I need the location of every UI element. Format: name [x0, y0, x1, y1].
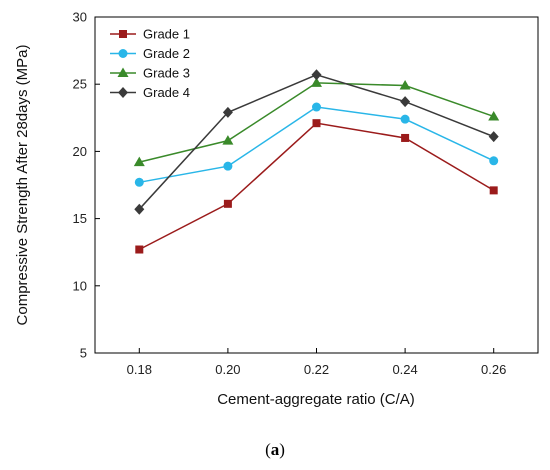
x-tick-label: 0.20 — [215, 362, 240, 377]
y-tick-label: 30 — [73, 10, 87, 25]
y-axis: 5 10 15 20 25 30 — [73, 10, 100, 361]
legend-item: Grade 4 — [110, 85, 190, 100]
data-point — [134, 177, 144, 187]
data-point — [223, 161, 233, 171]
figure-caption: (a) — [0, 440, 550, 460]
legend-marker — [119, 30, 127, 38]
data-point — [134, 203, 145, 215]
series-line — [139, 106, 495, 184]
series-2 — [134, 102, 499, 187]
data-point — [312, 119, 321, 128]
data-point — [133, 156, 145, 167]
caption-open: ( — [265, 440, 271, 459]
series-line — [138, 122, 495, 251]
data-point — [222, 135, 234, 145]
legend-item: Grade 2 — [110, 46, 190, 61]
legend-label: Grade 2 — [143, 46, 190, 61]
legend-label: Grade 4 — [143, 85, 190, 100]
legend: Grade 1 Grade 2 Grade 3 Grade 4 — [110, 27, 190, 100]
legend-marker — [118, 49, 128, 58]
legend-item: Grade 3 — [110, 66, 190, 81]
data-point — [400, 96, 411, 108]
y-tick-label: 10 — [73, 278, 87, 293]
data-point — [488, 131, 499, 143]
legend-marker — [117, 67, 129, 77]
data-point — [401, 133, 410, 142]
x-axis: 0.18 0.20 0.22 0.24 0.26 — [127, 348, 506, 377]
legend-marker — [118, 87, 128, 98]
data-point — [135, 245, 144, 254]
x-tick-label: 0.24 — [392, 362, 417, 377]
data-point — [312, 102, 321, 112]
y-tick-label: 5 — [80, 346, 87, 361]
data-point — [488, 110, 500, 121]
series-4 — [134, 69, 499, 215]
data-point — [399, 80, 411, 90]
data-point — [311, 69, 322, 81]
y-axis-title: Compressive Strength After 28days (MPa) — [14, 45, 31, 326]
legend-label: Grade 1 — [143, 27, 190, 42]
series-3 — [133, 77, 500, 167]
x-tick-label: 0.22 — [304, 362, 329, 377]
y-tick-label: 25 — [73, 77, 87, 92]
series-1 — [135, 119, 498, 254]
x-tick-label: 0.18 — [127, 362, 152, 377]
x-axis-title: Cement-aggregate ratio (C/A) — [217, 391, 415, 408]
data-point — [400, 114, 410, 124]
data-point — [223, 199, 232, 208]
y-tick-label: 20 — [73, 144, 87, 159]
x-tick-label: 0.26 — [481, 362, 506, 377]
caption-letter: a — [270, 440, 280, 459]
data-point — [489, 186, 498, 195]
data-point — [489, 156, 499, 166]
chart: 5 10 15 20 25 30 0.18 0.20 0.22 0.24 0.26 Grade 1… — [14, 10, 539, 408]
series-line — [138, 73, 494, 210]
series-layer — [133, 69, 500, 254]
data-point — [222, 106, 233, 118]
legend-item: Grade 1 — [110, 27, 190, 42]
legend-label: Grade 3 — [143, 66, 190, 81]
y-tick-label: 15 — [73, 211, 87, 226]
data-point — [311, 77, 322, 87]
caption-close: ) — [279, 440, 285, 459]
